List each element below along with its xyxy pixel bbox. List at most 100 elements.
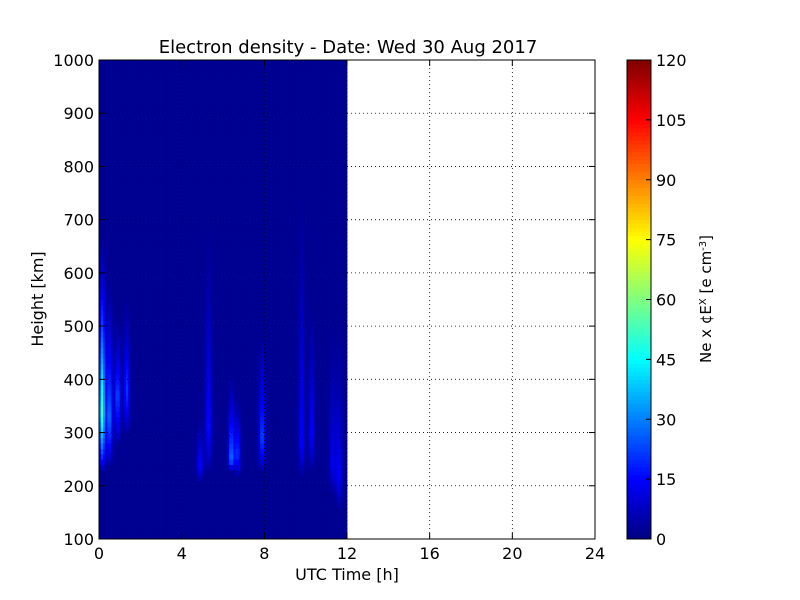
heatmap-cell	[179, 475, 183, 481]
heatmap-cell	[117, 65, 121, 72]
heatmap-cell	[99, 480, 102, 487]
heatmap-cell	[175, 139, 178, 146]
heatmap-cell	[212, 310, 216, 316]
heatmap-cell	[152, 123, 156, 130]
heatmap-cell	[212, 469, 216, 476]
heatmap-cell	[113, 70, 116, 77]
heatmap-cell	[200, 533, 203, 540]
heatmap-cell	[194, 187, 197, 194]
heatmap-cell	[177, 453, 180, 460]
heatmap-cell	[167, 379, 170, 386]
heatmap-cell	[121, 469, 125, 476]
heatmap-cell	[117, 251, 121, 258]
heatmap-cell	[165, 400, 168, 407]
heatmap-cell	[210, 400, 214, 407]
heatmap-cell	[105, 400, 108, 407]
heatmap-cell	[121, 70, 125, 77]
heatmap-cell	[148, 331, 152, 338]
heatmap-cell	[202, 123, 205, 130]
heatmap-cell	[183, 91, 187, 98]
heatmap-cell	[152, 400, 156, 407]
heatmap-cell	[173, 411, 176, 417]
heatmap-cell	[142, 400, 145, 407]
heatmap-cell	[208, 262, 211, 268]
heatmap-cell	[196, 528, 199, 535]
heatmap-cell	[105, 139, 108, 146]
heatmap-cell	[158, 443, 162, 449]
heatmap-cell	[132, 469, 135, 476]
heatmap-cell	[123, 150, 127, 157]
heatmap-cell	[113, 171, 116, 178]
heatmap-cell	[181, 283, 185, 290]
heatmap-cell	[200, 475, 203, 481]
heatmap-cell	[198, 395, 201, 402]
heatmap-cell	[107, 224, 110, 231]
heatmap-cell	[156, 405, 160, 412]
heatmap-cell	[150, 182, 154, 189]
heatmap-cell	[121, 102, 125, 109]
heatmap-cell	[202, 283, 205, 290]
heatmap-cell	[165, 501, 168, 508]
heatmap-cell	[109, 507, 112, 513]
heatmap-cell	[181, 278, 185, 284]
heatmap-cell	[121, 60, 125, 66]
heatmap-cell	[204, 161, 207, 167]
heatmap-cell	[206, 405, 209, 412]
heatmap-cell	[136, 139, 139, 146]
heatmap-cell	[103, 240, 106, 247]
heatmap-cell	[136, 443, 139, 449]
heatmap-cell	[163, 107, 166, 114]
heatmap-cell	[111, 374, 114, 380]
heatmap-cell	[134, 235, 137, 242]
heatmap-cell	[202, 304, 205, 311]
heatmap-cell	[150, 145, 154, 151]
heatmap-cell	[144, 219, 147, 226]
heatmap-cell	[125, 400, 129, 407]
heatmap-cell	[194, 294, 197, 300]
heatmap-cell	[165, 60, 168, 66]
heatmap-cell	[113, 150, 116, 157]
heatmap-cell	[121, 262, 125, 268]
heatmap-cell	[192, 358, 195, 364]
heatmap-cell	[212, 437, 216, 444]
heatmap-cell	[154, 533, 158, 540]
heatmap-cell	[111, 129, 114, 135]
heatmap-cell	[119, 310, 123, 316]
heatmap-cell	[115, 528, 118, 535]
heatmap-cell	[206, 533, 209, 540]
heatmap-cell	[206, 198, 209, 205]
heatmap-cell	[136, 102, 139, 109]
heatmap-cell	[179, 139, 183, 146]
heatmap-cell	[117, 480, 121, 487]
heatmap-cell	[140, 421, 143, 428]
heatmap-cell	[105, 389, 108, 396]
heatmap-cell	[103, 139, 106, 146]
heatmap-cell	[148, 469, 152, 476]
heatmap-cell	[200, 485, 203, 492]
heatmap-cell	[177, 416, 180, 423]
heatmap-cell	[181, 91, 185, 98]
heatmap-cell	[165, 219, 168, 226]
heatmap-cell	[158, 134, 162, 141]
heatmap-cell	[200, 134, 203, 141]
heatmap-cell	[208, 240, 211, 247]
heatmap-cell	[163, 496, 166, 503]
heatmap-cell	[146, 65, 149, 72]
heatmap-cell	[99, 342, 102, 348]
heatmap-cell	[202, 331, 205, 338]
heatmap-cell	[150, 427, 154, 433]
heatmap-cell	[101, 496, 104, 503]
heatmap-cell	[206, 469, 209, 476]
heatmap-cell	[173, 368, 176, 375]
heatmap-cell	[117, 113, 121, 119]
heatmap-cell	[103, 352, 106, 359]
heatmap-cell	[101, 352, 104, 359]
heatmap-cell	[121, 123, 125, 130]
heatmap-cell	[161, 60, 164, 66]
heatmap-cell	[192, 193, 195, 199]
heatmap-cell	[140, 523, 143, 529]
heatmap-cell	[185, 150, 189, 157]
heatmap-cell	[144, 501, 147, 508]
heatmap-cell	[167, 315, 170, 322]
heatmap-cell	[144, 379, 147, 386]
